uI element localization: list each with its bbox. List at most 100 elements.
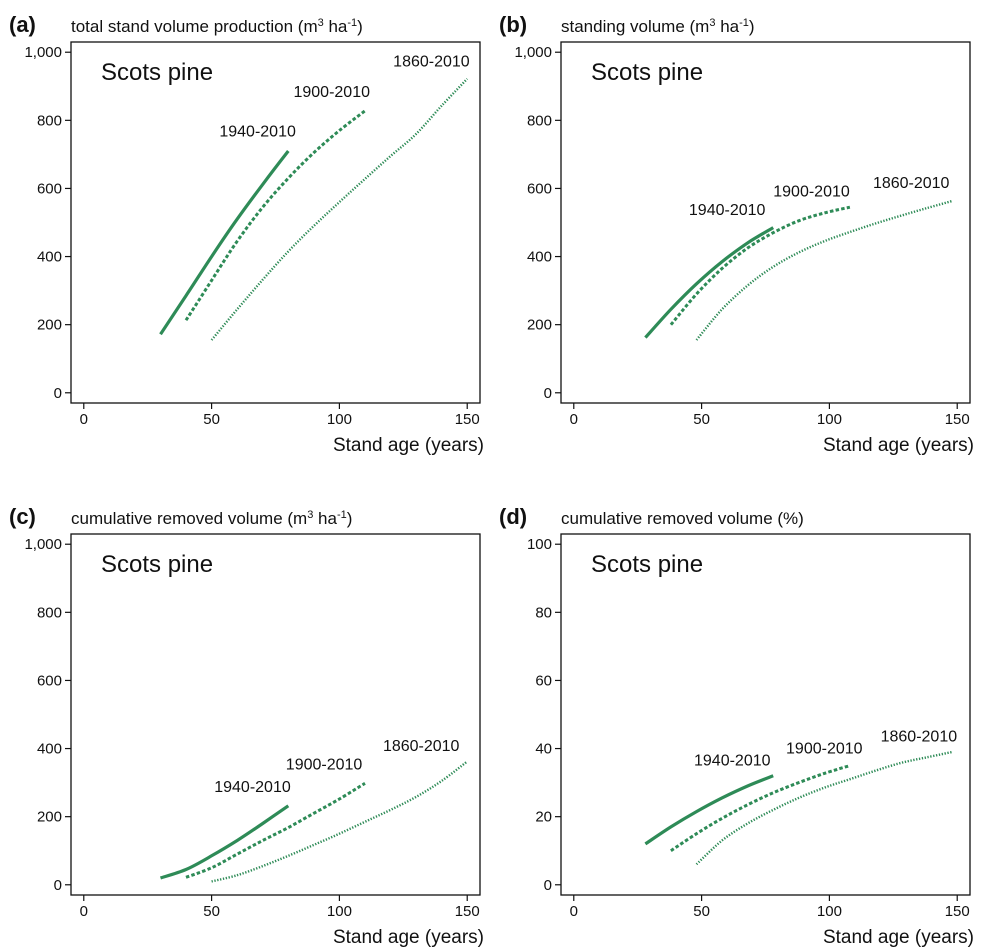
- series-label-a-1860-2010: 1860-2010: [393, 54, 470, 71]
- y-tick-label-b-4: 800: [527, 112, 552, 129]
- title-part-sup2: -1: [739, 17, 749, 29]
- x-tick-label-b-2: 100: [817, 411, 842, 428]
- series-line-d-1900-2010: [670, 764, 851, 852]
- title-part-end: ): [357, 17, 363, 36]
- panel-letter-d: (d): [499, 504, 527, 529]
- y-tick-label-a-1: 200: [37, 317, 62, 334]
- x-axis-label-a: Stand age (years): [333, 435, 484, 456]
- title-part-mid: ha: [715, 17, 739, 36]
- panel-title-d: cumulative removed volume (%): [561, 509, 804, 528]
- panel-title-b: standing volume (m3 ha-1): [561, 17, 755, 36]
- x-tick-label-b-3: 150: [945, 411, 970, 428]
- series-line-d-1940-2010: [644, 774, 774, 846]
- panel-a: (a) total stand volume production (m3 ha-…: [9, 12, 484, 456]
- title-part-mid: ha: [324, 17, 348, 36]
- series-line-a-1940-2010: [159, 150, 290, 336]
- x-axis-label-b: Stand age (years): [823, 435, 974, 456]
- x-tick-label-a-2: 100: [327, 411, 352, 428]
- title-part-sup1: 3: [709, 17, 715, 29]
- series-line-c-1900-2010: [185, 782, 366, 879]
- x-tick-label-a-3: 150: [455, 411, 480, 428]
- panel-title-c: cumulative removed volume (m3 ha-1): [71, 509, 352, 528]
- x-tick-label-a-1: 50: [203, 411, 220, 428]
- panel-b: (b) standing volume (m3 ha-1) Scots pine 0 2…: [499, 12, 974, 456]
- title-part-main: cumulative removed volume (%): [561, 509, 804, 528]
- series-label-d-1860-2010: 1860-2010: [881, 729, 958, 746]
- x-tick-label-b-1: 50: [693, 411, 710, 428]
- y-tick-label-c-0: 0: [54, 877, 62, 894]
- x-tick-label-c-2: 100: [327, 903, 352, 920]
- panel-c: (c) cumulative removed volume (m3 ha-1) Sc…: [9, 504, 484, 948]
- series-label-a-1940-2010: 1940-2010: [219, 124, 296, 141]
- series-label-c-1900-2010: 1900-2010: [286, 757, 363, 774]
- title-part-sup1: 3: [307, 509, 313, 521]
- y-tick-label-d-4: 80: [535, 604, 552, 621]
- series-label-d-1940-2010: 1940-2010: [694, 753, 771, 770]
- species-label-b: Scots pine: [591, 59, 703, 86]
- series-line-b-1940-2010: [644, 226, 775, 339]
- title-part-main: cumulative removed volume (m: [71, 509, 307, 528]
- y-tick-label-a-2: 400: [37, 249, 62, 266]
- y-tick-label-a-0: 0: [54, 385, 62, 402]
- x-tick-label-a-0: 0: [80, 411, 88, 428]
- y-tick-label-c-3: 600: [37, 672, 62, 689]
- y-tick-label-d-2: 40: [535, 741, 552, 758]
- x-tick-label-d-0: 0: [570, 903, 578, 920]
- y-tick-label-b-5: 1,000: [514, 44, 552, 61]
- plot-frame-d: [560, 533, 971, 896]
- species-label-c: Scots pine: [101, 551, 213, 578]
- title-part-main: total stand volume production (m: [71, 17, 318, 36]
- panel-d: (d) cumulative removed volume (%) Scots pi…: [499, 504, 974, 948]
- y-tick-label-b-2: 400: [527, 249, 552, 266]
- series-label-c-1940-2010: 1940-2010: [214, 779, 291, 796]
- x-tick-label-d-2: 100: [817, 903, 842, 920]
- title-part-sup2: -1: [347, 17, 357, 29]
- x-tick-label-c-3: 150: [455, 903, 480, 920]
- series-line-a-1860-2010: [210, 77, 469, 341]
- x-tick-label-b-0: 0: [570, 411, 578, 428]
- series-label-b-1940-2010: 1940-2010: [689, 202, 766, 219]
- plot-frame-c: [70, 533, 481, 896]
- series-line-b-1900-2010: [669, 205, 851, 326]
- y-tick-label-c-4: 800: [37, 604, 62, 621]
- series-label-a-1900-2010: 1900-2010: [293, 84, 370, 101]
- x-tick-label-c-0: 0: [80, 903, 88, 920]
- x-tick-label-d-1: 50: [693, 903, 710, 920]
- y-tick-label-d-3: 60: [535, 672, 552, 689]
- y-tick-label-c-1: 200: [37, 809, 62, 826]
- panel-letter-c: (c): [9, 504, 36, 529]
- title-part-main: standing volume (m: [561, 17, 709, 36]
- series-line-b-1860-2010: [695, 199, 953, 341]
- y-tick-label-a-4: 800: [37, 112, 62, 129]
- y-tick-label-b-3: 600: [527, 180, 552, 197]
- x-axis-label-d: Stand age (years): [823, 927, 974, 948]
- y-tick-label-b-0: 0: [544, 385, 552, 402]
- title-part-sup1: 3: [318, 17, 324, 29]
- y-tick-label-a-3: 600: [37, 180, 62, 197]
- species-label-d: Scots pine: [591, 551, 703, 578]
- panel-letter-a: (a): [9, 12, 36, 37]
- x-tick-label-c-1: 50: [203, 903, 220, 920]
- series-label-b-1860-2010: 1860-2010: [873, 175, 950, 192]
- title-part-end: ): [749, 17, 755, 36]
- y-tick-label-c-5: 1,000: [24, 536, 62, 553]
- series-line-d-1860-2010: [695, 750, 953, 866]
- species-label-a: Scots pine: [101, 59, 213, 86]
- y-tick-label-a-5: 1,000: [24, 44, 62, 61]
- series-line-c-1860-2010: [211, 760, 468, 883]
- x-tick-label-d-3: 150: [945, 903, 970, 920]
- y-tick-label-d-0: 0: [544, 877, 552, 894]
- title-part-sup2: -1: [337, 509, 347, 521]
- title-part-mid: ha: [313, 509, 337, 528]
- series-label-d-1900-2010: 1900-2010: [786, 741, 863, 758]
- y-tick-label-c-2: 400: [37, 741, 62, 758]
- series-label-c-1860-2010: 1860-2010: [383, 738, 460, 755]
- series-line-a-1900-2010: [184, 109, 366, 322]
- y-tick-label-d-1: 20: [535, 809, 552, 826]
- panel-letter-b: (b): [499, 12, 527, 37]
- title-part-end: ): [347, 509, 353, 528]
- series-line-c-1940-2010: [159, 804, 290, 880]
- panel-title-a: total stand volume production (m3 ha-1): [71, 17, 363, 36]
- plot-frame-a: [70, 41, 481, 404]
